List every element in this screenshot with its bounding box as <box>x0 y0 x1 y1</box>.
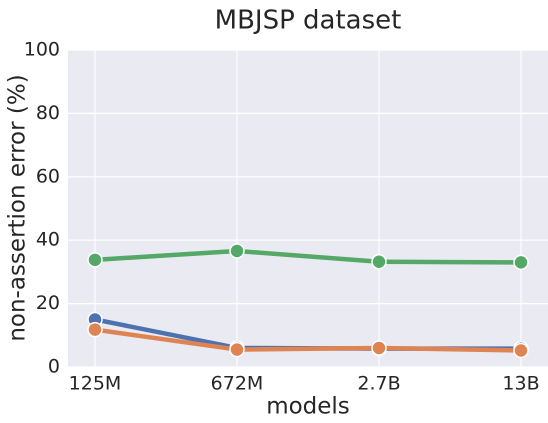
y-tick-label: 60 <box>36 165 60 187</box>
marker <box>87 252 103 268</box>
marker <box>371 254 387 270</box>
x-axis-label: models <box>266 394 350 420</box>
marker <box>229 341 245 358</box>
y-tick-label: 100 <box>24 39 60 61</box>
marker <box>229 243 245 259</box>
series-line <box>94 248 522 265</box>
series-line <box>94 327 522 353</box>
y-tick-label: 20 <box>36 292 60 314</box>
marker <box>87 321 103 338</box>
x-tick-label: 672M <box>211 373 264 395</box>
y-axis-label: non-assertion error (%) <box>5 74 31 341</box>
y-tick-label: 80 <box>36 102 60 124</box>
x-tick-label: 125M <box>69 373 122 395</box>
chart-title: MBJSP dataset <box>215 6 402 36</box>
x-tick-label: 13B <box>502 373 539 395</box>
y-tick-label: 40 <box>36 229 60 251</box>
plot-area <box>68 50 548 367</box>
x-tick-label: 2.7B <box>357 373 400 395</box>
marker <box>371 340 387 356</box>
y-tick-label: 0 <box>48 356 60 378</box>
marker <box>513 342 529 359</box>
marker <box>513 254 529 271</box>
